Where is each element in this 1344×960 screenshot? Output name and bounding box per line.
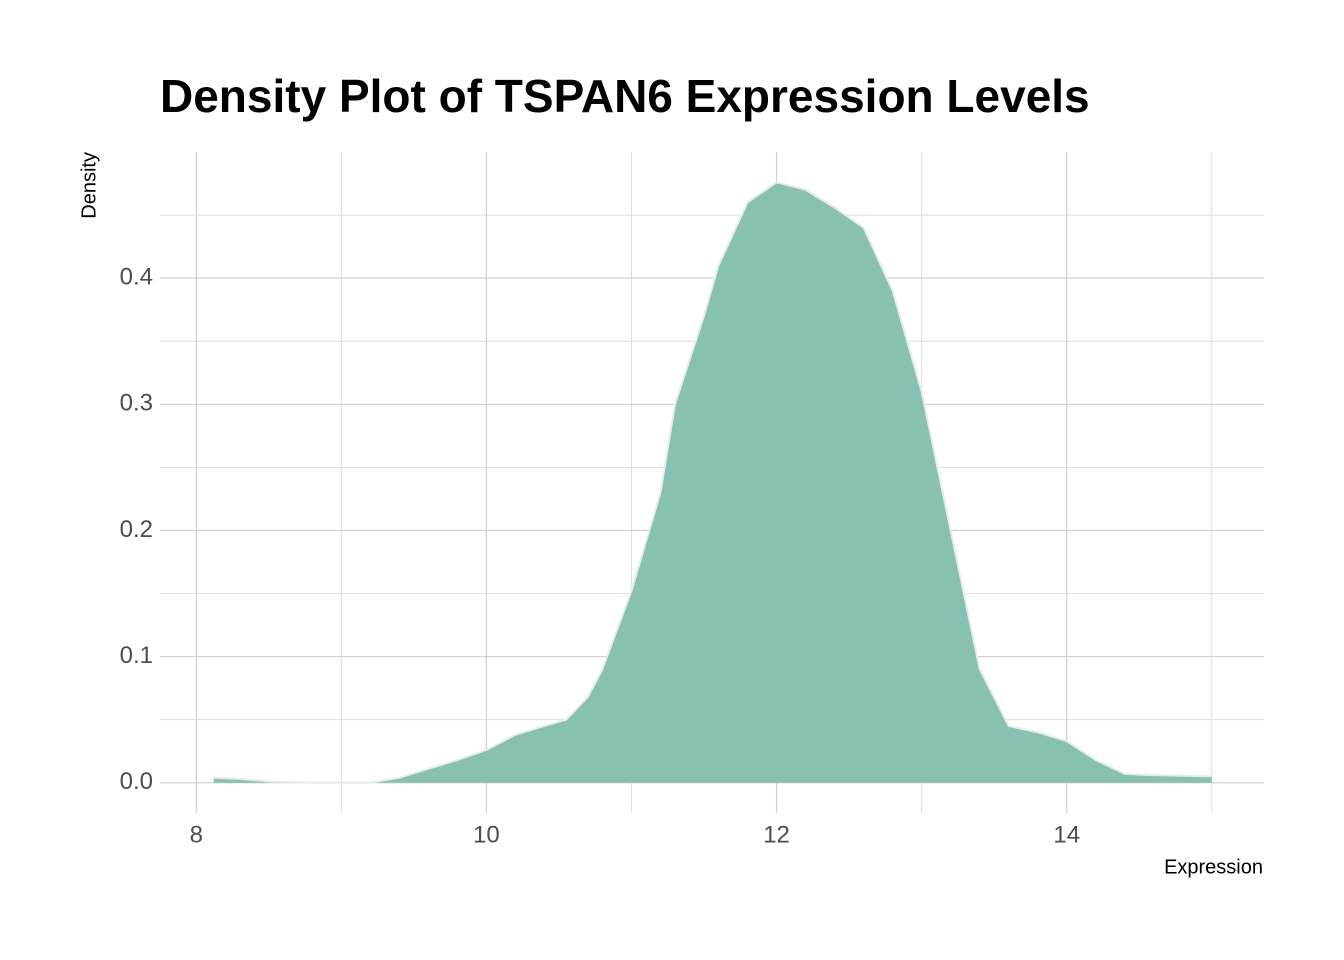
x-tick-label: 10: [473, 821, 500, 848]
x-axis-title: Expression: [1164, 856, 1263, 878]
y-tick-label: 0.4: [120, 263, 153, 290]
x-tick-label: 8: [190, 821, 203, 848]
x-tick-label: 12: [763, 821, 790, 848]
y-tick-label: 0.0: [120, 768, 153, 795]
y-tick-label: 0.2: [120, 516, 153, 543]
density-curve: [213, 181, 1212, 784]
y-axis-title: Density: [78, 152, 100, 219]
y-tick-label: 0.3: [120, 390, 153, 417]
area-fill: [213, 182, 1212, 783]
y-tick-label: 0.1: [120, 642, 153, 669]
chart-title: Density Plot of TSPAN6 Expression Levels: [160, 70, 1090, 122]
x-tick-label: 14: [1053, 821, 1080, 848]
